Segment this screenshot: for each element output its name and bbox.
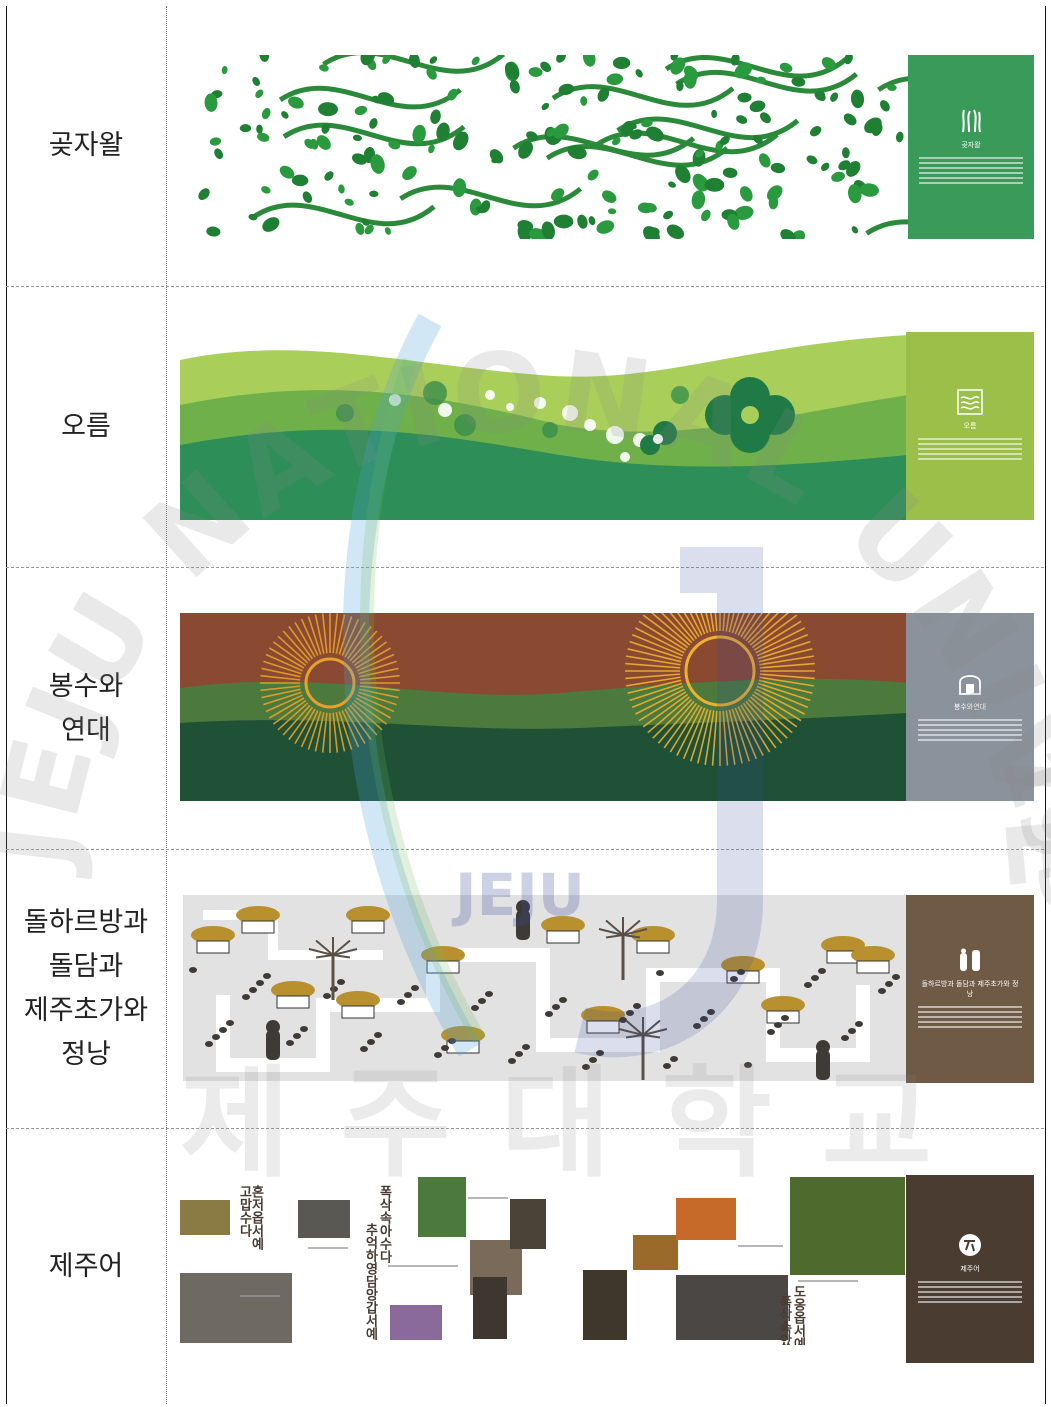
- label-line: 돌담과: [48, 951, 124, 982]
- village-map-illustration: [189, 900, 900, 1080]
- design-panel-beacon: [180, 613, 908, 801]
- side-title: 곶자왈: [961, 140, 981, 149]
- row-label: 돌하르방과 돌담과 제주초가와 정낭: [6, 850, 166, 1128]
- rolling-hills-illustration: [180, 335, 908, 520]
- table-row: 곶자왈: [6, 6, 1044, 286]
- label-line: 연대: [61, 714, 111, 746]
- label-line: 곶자왈: [48, 130, 124, 161]
- info-side-panel: 곶자왈: [908, 55, 1034, 239]
- beacon-sun-illustration: [180, 613, 908, 801]
- row-divider: [6, 1128, 1044, 1129]
- collage-vertical-text: 혼저옵서예: [249, 1184, 264, 1251]
- design-panel-village: [183, 895, 908, 1081]
- design-panel-oreum: [180, 335, 908, 520]
- collage-vertical-text: 추억하영담앙갑서예: [363, 1222, 378, 1341]
- side-title: 봉수와연대: [953, 703, 987, 711]
- collage-vertical-text: 도옹옵서예: [791, 1285, 806, 1345]
- table-row: 봉수와 연대: [6, 568, 1044, 849]
- label-line: 정낭: [61, 1039, 111, 1070]
- design-panel-gotjawal: [198, 55, 910, 239]
- side-text-lines: [917, 1003, 1023, 1031]
- side-title: 돌하르방과 돌담과 제주초가와 정낭: [921, 980, 1019, 998]
- info-side-panel: 봉수와연대: [906, 613, 1034, 801]
- row-label: 제주어: [6, 1129, 166, 1404]
- side-text-lines: [917, 1278, 1023, 1306]
- info-side-panel: 제주어: [906, 1175, 1034, 1363]
- label-line: 제주어: [48, 1250, 124, 1282]
- row-label: 곶자왈: [6, 6, 166, 286]
- column-divider: [166, 6, 167, 1404]
- table-row: 제주어: [6, 1129, 1044, 1404]
- calligraphy-icon: [959, 1234, 981, 1256]
- info-side-panel: 돌하르방과 돌담과 제주초가와 정낭: [906, 895, 1034, 1083]
- sunburst: [260, 613, 400, 753]
- stone-statue-icon: [960, 948, 980, 971]
- collage-vertical-text: 폭삭속았수다: [777, 1295, 792, 1345]
- side-text-lines: [919, 154, 1023, 187]
- leaf-vine-pattern: [198, 55, 910, 239]
- label-line: 오름: [61, 411, 111, 442]
- table-row: 오름: [6, 287, 1044, 567]
- wave-icon: [957, 389, 983, 415]
- label-line: 봉수와: [48, 670, 124, 702]
- info-side-panel: 오름: [906, 332, 1034, 520]
- row-divider: [6, 849, 1044, 850]
- row-label: 봉수와 연대: [6, 568, 166, 849]
- table-frame: [6, 6, 1046, 1404]
- table-row: 돌하르방과 돌담과 제주초가와 정낭: [6, 850, 1044, 1128]
- tree-icon: [962, 109, 981, 132]
- side-title: 오름: [963, 422, 977, 430]
- side-text-lines: [917, 716, 1023, 744]
- row-label: 오름: [6, 287, 166, 567]
- label-line: 돌하르방과: [23, 907, 149, 938]
- beacon-icon: [959, 675, 981, 695]
- row-divider: [6, 567, 1044, 568]
- collage-vertical-text: 폭삭속아수다: [377, 1185, 392, 1264]
- side-text-lines: [917, 435, 1023, 463]
- sunburst: [625, 613, 815, 766]
- label-line: 제주초가와: [23, 995, 149, 1026]
- row-divider: [6, 286, 1044, 287]
- collage-vertical-text: 고맙수다: [237, 1185, 252, 1238]
- side-title: 제주어: [960, 1265, 980, 1273]
